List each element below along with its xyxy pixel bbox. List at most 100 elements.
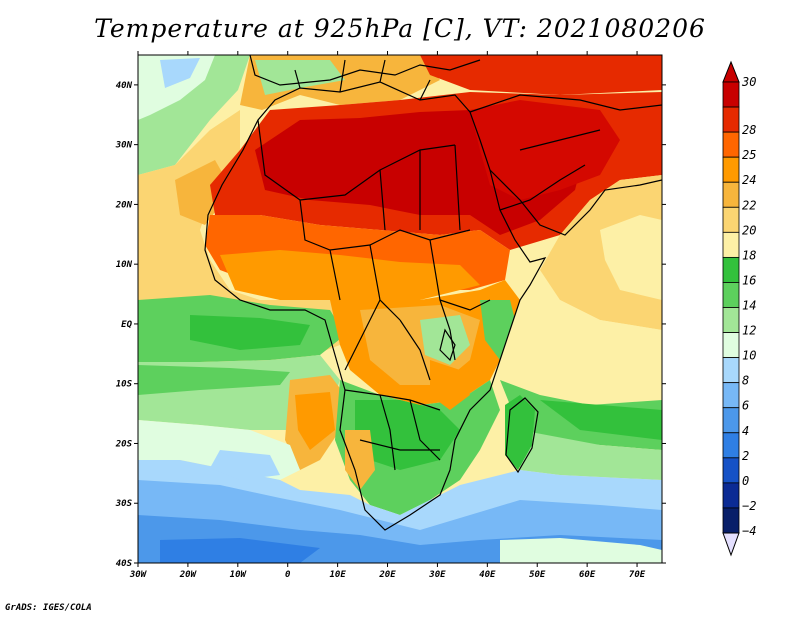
lat-label: 20N [115, 200, 133, 210]
angola-core [295, 392, 335, 450]
colorbar-label: 20 [742, 223, 756, 237]
lon-label: 0 [285, 570, 291, 580]
colorbar-swatch [722, 407, 740, 434]
lat-label: EQ [121, 320, 132, 330]
colorbar-swatch [722, 457, 740, 484]
credit-text: GrADS: IGES/COLA [5, 603, 92, 613]
lon-label: 30W [129, 570, 148, 580]
sahel-warmer [220, 250, 480, 300]
southern-borders [344, 389, 441, 471]
colorbar-swatch [722, 382, 740, 409]
madagascar-field [505, 395, 535, 470]
lake-victoria [439, 328, 456, 362]
colorbar-swatch [722, 106, 740, 133]
madagascar-coast [505, 397, 539, 474]
arabia-core [470, 100, 620, 200]
colorbar-swatch [722, 432, 740, 459]
map-title: Temperature at 925hPa [C], VT: 202108020… [94, 14, 706, 43]
colorbar-label: −2 [742, 499, 756, 513]
colorbar-bottom-arrow [722, 532, 740, 557]
lon-label: 70E [629, 570, 646, 580]
indian-ocean-tropical [500, 300, 662, 410]
colorbar-swatch [722, 131, 740, 158]
lat-label: 40S [116, 559, 133, 569]
lon-label: 50E [529, 570, 546, 580]
mozambique-warm [430, 360, 470, 410]
colorbar-swatch [722, 231, 740, 258]
colorbar-label: 12 [742, 324, 756, 338]
colorbar-label: 10 [742, 349, 756, 363]
atlantic-subtropic [138, 110, 240, 230]
colorbar-label: −4 [742, 524, 756, 538]
lon-label: 20W [179, 570, 198, 580]
colorbar-label: 4 [742, 424, 749, 438]
levant-coast [469, 94, 662, 113]
colorbar-label: 2 [742, 449, 749, 463]
equatorial-atlantic-core [190, 315, 310, 350]
map-frame [137, 54, 663, 564]
colorbar-label: 0 [742, 474, 749, 488]
colorbar-swatch [722, 507, 740, 534]
southern-africa-core [355, 400, 460, 470]
longitude-axis: 30W 20W 10W 0 10E 20E 30E 40E 50E 60E 70E [129, 51, 646, 580]
indian-ocean-cool [520, 430, 662, 480]
colorbar-swatch [722, 307, 740, 333]
europe-borders [294, 59, 431, 101]
europe-cool [255, 60, 345, 95]
colorbar-swatch [722, 156, 740, 183]
colorbar-label: 16 [742, 273, 756, 287]
middle-east-borders [499, 129, 601, 211]
colorbar-swatch [722, 282, 740, 308]
southern-ocean-coldest-west [160, 538, 320, 563]
colorbar-label: 18 [742, 248, 756, 262]
east-africa-highlands [420, 315, 470, 365]
colorbar-swatch [722, 81, 740, 108]
arabian-sea-inner [600, 215, 662, 300]
colorbar-label: 30 [741, 75, 756, 89]
coastlines [204, 55, 662, 531]
colorbar-swatch [722, 357, 740, 384]
colorbar-swatch [722, 256, 740, 283]
europe-coast [249, 55, 481, 86]
lat-label: 30S [115, 499, 133, 509]
colorbar-top-arrow [722, 60, 740, 83]
lon-label: 10E [329, 570, 346, 580]
atlantic-north-blue [160, 58, 200, 88]
lon-label: 10W [230, 570, 248, 580]
lat-label: 10S [116, 380, 133, 390]
colorbar-label: 24 [742, 173, 756, 187]
indian-ocean-dark-green [540, 400, 662, 440]
lon-label: 40E [479, 570, 496, 580]
lat-label: 10N [116, 260, 133, 270]
south-atlantic-green [138, 365, 290, 395]
colorbar-label: 8 [742, 374, 749, 388]
colorbar-label: 6 [742, 399, 749, 413]
lat-label: 40N [116, 81, 133, 91]
asia-hot-top [420, 55, 662, 95]
arabia-coast [489, 169, 662, 236]
colorbar-label: 25 [742, 148, 756, 162]
colorbar-swatch [722, 332, 740, 359]
north-africa-borders [379, 144, 461, 231]
colorbar-label: 22 [742, 198, 756, 212]
lon-label: 60E [579, 570, 596, 580]
colorbar-swatch [722, 206, 740, 233]
colorbar-label: 14 [742, 299, 756, 313]
lon-label: 30E [428, 570, 446, 580]
africa-coast [204, 81, 547, 531]
lat-label: 30N [115, 141, 133, 151]
colorbar-swatch [722, 482, 740, 509]
lat-label: 20S [115, 439, 133, 449]
atlantic-north-cold [138, 55, 215, 120]
lon-label: 20E [378, 570, 396, 580]
latitude-axis: 40N 30N 20N 10N EQ 10S 20S 30S 40S [115, 81, 666, 569]
colorbar-swatch [722, 181, 740, 208]
south-atlantic-eddy [210, 450, 280, 480]
temperature-field [138, 55, 662, 563]
kalahari-warm [345, 430, 375, 490]
southern-ocean-east-pale [500, 538, 662, 563]
colorbar-label: 28 [742, 123, 756, 137]
